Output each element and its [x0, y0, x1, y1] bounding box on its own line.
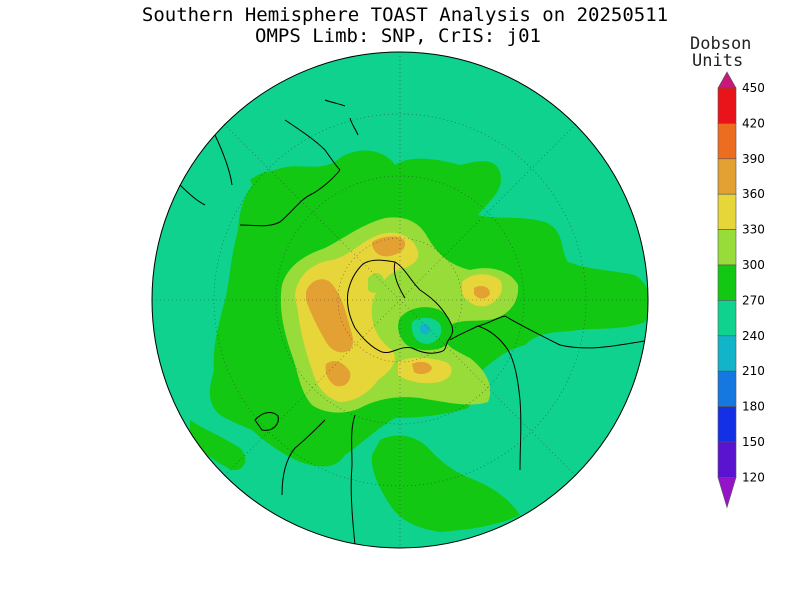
latitude-circle	[337, 237, 463, 363]
globe-outline	[151, 51, 649, 549]
chart-subtitle: OMPS Limb: SNP, CrIS: j01	[255, 25, 541, 47]
level-300-330-region	[368, 273, 384, 293]
chart-title: Southern Hemisphere TOAST Analysis on 20…	[141, 4, 669, 26]
colorbar-band-cyan	[717, 335, 737, 372]
level-330-360-region	[295, 232, 419, 402]
colorbar-band-dark-yellow	[717, 158, 737, 195]
australia-coastline	[174, 119, 341, 227]
coastlines	[174, 99, 648, 546]
colorbar-band-yellow	[717, 193, 737, 230]
colorbar-band-green	[717, 264, 737, 301]
colorbar-tick-label: 210	[742, 364, 765, 378]
level-360-390-region	[412, 361, 432, 375]
colorbar-tick-label: 360	[742, 187, 765, 201]
colorbar-band-indigo	[717, 441, 737, 478]
level-210-240-region	[420, 323, 430, 335]
colorbar-tick-label: 450	[742, 81, 765, 95]
colorbar-tick-label: 120	[742, 470, 765, 484]
colorbar-units-label-line1: Dobson	[690, 34, 752, 54]
colorbar: 450 420 390 360 330 300 270 240 210 180 150 120	[717, 71, 765, 509]
colorbar-top-arrow	[717, 71, 737, 89]
level-360-390-region	[474, 286, 490, 299]
colorbar-tick-label: 390	[742, 152, 765, 166]
longitude-line	[223, 123, 577, 477]
colorbar-tick-label: 150	[742, 435, 765, 449]
new-zealand-coastline	[324, 99, 359, 136]
colorbar-band-light-green	[717, 229, 737, 266]
colorbar-tick-label: 330	[742, 223, 765, 237]
colorbar-units-label-line2: Units	[692, 51, 744, 71]
africa-coastline	[281, 414, 356, 546]
colorbar-band-teal-green	[717, 300, 737, 337]
graticule	[152, 52, 648, 548]
colorbar-bottom-arrow	[717, 477, 737, 509]
level-360-390-region	[325, 361, 351, 387]
latitude-circle	[213, 113, 587, 487]
colorbar-tick-label: 300	[742, 258, 765, 272]
antarctica-coastline	[347, 259, 454, 354]
level-360-390-region	[372, 236, 406, 257]
level-360-390-region	[306, 279, 354, 353]
madagascar-coastline	[254, 412, 279, 431]
colorbar-band-orange	[717, 123, 737, 160]
colorbar-tick-label: 420	[742, 116, 765, 130]
colorbar-band-light-blue	[717, 370, 737, 407]
south-america-coastline	[477, 315, 648, 471]
colorbar-band-red	[717, 87, 737, 124]
ozone-field	[152, 52, 648, 548]
level-270-300-region	[190, 420, 246, 471]
colorbar-tick-label: 180	[742, 400, 765, 414]
colorbar-band-blue	[717, 406, 737, 443]
level-270-300-region	[250, 170, 295, 196]
colorbar-tick-label: 240	[742, 329, 765, 343]
colorbar-tick-label: 270	[742, 293, 765, 307]
level-270-300-region	[371, 435, 520, 532]
